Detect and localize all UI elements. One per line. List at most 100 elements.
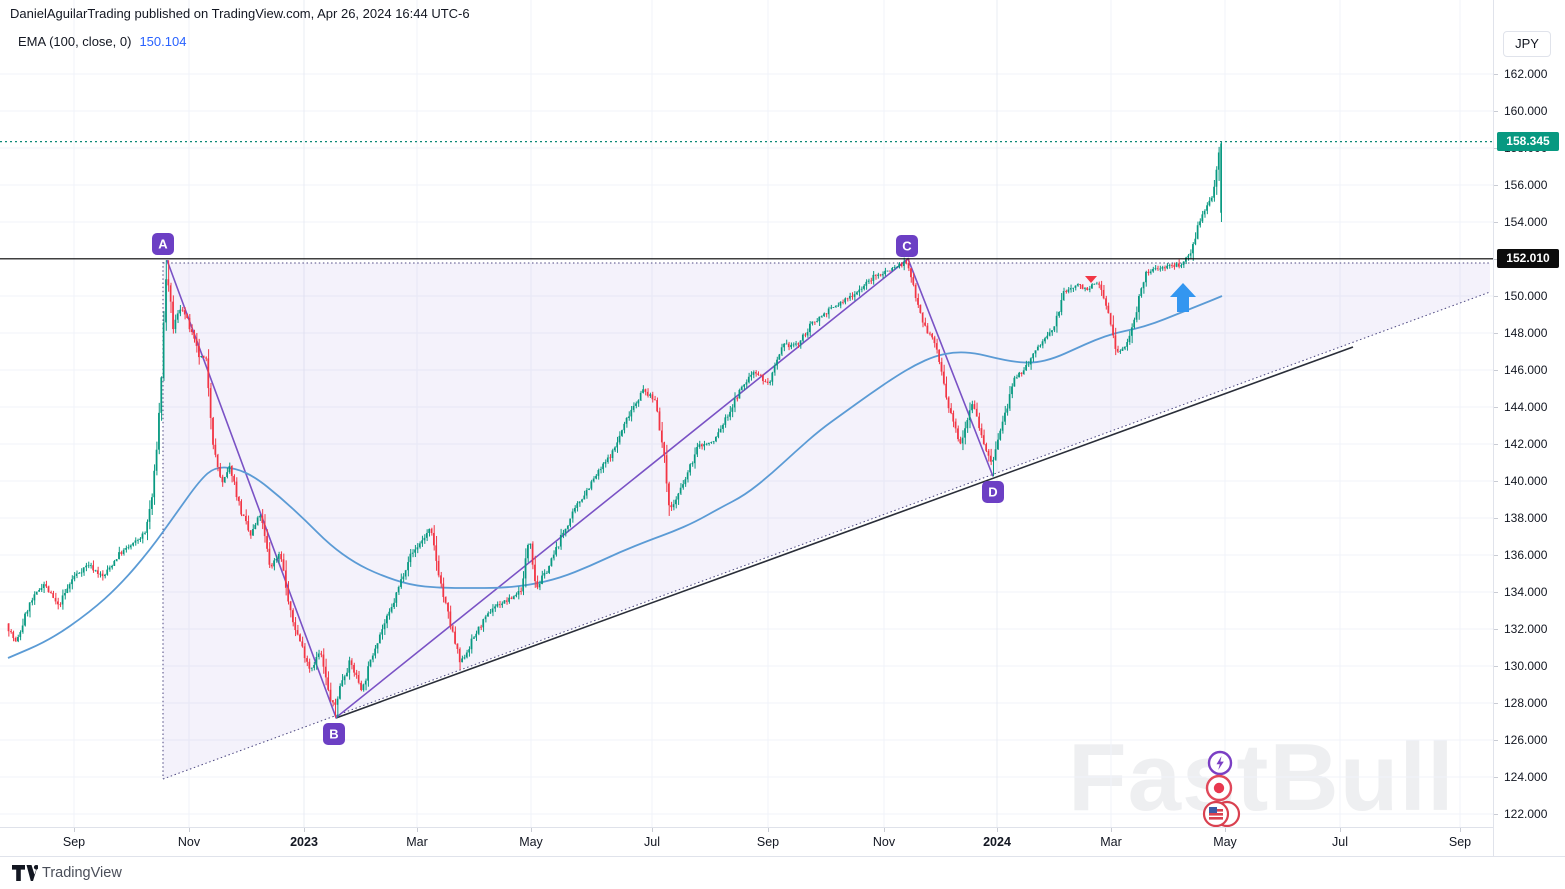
svg-text:C: C: [902, 239, 912, 254]
candlestick-layer: [7, 141, 1222, 718]
time-tick-mark: [531, 828, 532, 832]
time-tick-mark: [417, 828, 418, 832]
price-tick-label: 148.000: [1504, 326, 1548, 340]
time-tick-label: Nov: [177, 835, 201, 849]
time-tick-mark: [768, 828, 769, 832]
price-tick-label: 126.000: [1504, 733, 1548, 747]
time-axis[interactable]: Sep Nov 2023 Mar May Jul Sep Nov 2024 Mar May Jul Se…: [0, 827, 1493, 857]
time-tick-label: Mar: [406, 835, 428, 849]
up-arrow-marker[interactable]: [1170, 283, 1196, 312]
svg-text:D: D: [988, 485, 997, 500]
price-tick-mark: [1494, 814, 1498, 815]
time-tick-mark: [884, 828, 885, 832]
tradingview-logo-icon[interactable]: [12, 865, 38, 882]
price-tick-mark: [1494, 148, 1498, 149]
published-byline: DanielAguilarTrading published on Tradin…: [10, 6, 470, 21]
icon-stack-graphics: [1202, 750, 1241, 828]
resistance-price-badge: 152.010: [1497, 249, 1559, 269]
price-tick-mark: [1494, 703, 1498, 704]
price-tick-mark: [1494, 444, 1498, 445]
price-tick-label: 160.000: [1504, 104, 1548, 118]
price-tick-label: 146.000: [1504, 363, 1548, 377]
price-tick-label: 132.000: [1504, 622, 1548, 636]
price-tick-label: 128.000: [1504, 696, 1548, 710]
tradingview-brand-link[interactable]: TradingView: [42, 865, 122, 881]
price-tick-mark: [1494, 777, 1498, 778]
indicator-value: 150.104: [139, 34, 187, 49]
record-dot-icon[interactable]: [1205, 774, 1233, 802]
lightning-icon[interactable]: [1207, 750, 1233, 776]
time-tick-mark: [1340, 828, 1341, 832]
price-tick-label: 130.000: [1504, 659, 1548, 673]
price-tick-label: 140.000: [1504, 474, 1548, 488]
time-tick-mark: [997, 828, 998, 832]
svg-text:B: B: [329, 727, 338, 742]
price-tick-label: 142.000: [1504, 437, 1548, 451]
pattern-dotted-line: [162, 291, 1491, 780]
price-tick-mark: [1494, 518, 1498, 519]
price-tick-label: 134.000: [1504, 585, 1548, 599]
price-tick-mark: [1494, 111, 1498, 112]
price-tick-label: 138.000: [1504, 511, 1548, 525]
price-tick-label: 122.000: [1504, 807, 1548, 821]
sell-triangle-marker[interactable]: [1085, 276, 1097, 283]
price-tick-mark: [1494, 370, 1498, 371]
price-tick-mark: [1494, 74, 1498, 75]
pattern-point-label-C[interactable]: C: [896, 235, 918, 257]
time-tick-label: Sep: [756, 835, 780, 849]
time-tick-label: Sep: [1448, 835, 1472, 849]
time-tick-label: Jul: [1332, 835, 1348, 849]
current-price-badge: 158.345: [1497, 132, 1559, 152]
abcd-zigzag-line[interactable]: [166, 257, 994, 719]
time-tick-label: Sep: [62, 835, 86, 849]
chart-canvas[interactable]: A B C D: [0, 0, 1493, 827]
grid-layer: [0, 0, 1493, 827]
price-tick-label: 154.000: [1504, 215, 1548, 229]
time-tick-label: Jul: [644, 835, 660, 849]
price-tick-mark: [1494, 555, 1498, 556]
price-tick-mark: [1494, 296, 1498, 297]
broker-icon-stack[interactable]: [1202, 749, 1246, 838]
pattern-point-label-A[interactable]: A: [152, 233, 174, 255]
time-tick-mark: [1460, 828, 1461, 832]
ascending-trendline[interactable]: [335, 346, 1354, 719]
price-tick-mark: [1494, 666, 1498, 667]
time-tick-label: Nov: [872, 835, 896, 849]
price-tick-label: 156.000: [1504, 178, 1548, 192]
time-tick-label: 2023: [290, 835, 318, 849]
price-tick-mark: [1494, 407, 1498, 408]
time-tick-label: May: [519, 835, 543, 849]
price-axis[interactable]: JPY 162.000160.000158.000156.000154.0001…: [1493, 0, 1565, 856]
price-tick-label: 162.000: [1504, 67, 1548, 81]
price-tick-mark: [1494, 481, 1498, 482]
time-tick-mark: [1225, 828, 1226, 832]
flag-coins-icon[interactable]: [1202, 800, 1241, 828]
triangle-pattern-shade: [163, 263, 1490, 779]
pattern-point-label-B[interactable]: B: [323, 723, 345, 745]
time-tick-label: 2024: [983, 835, 1011, 849]
svg-text:A: A: [158, 237, 168, 252]
indicator-label: EMA (100, close, 0): [18, 34, 132, 49]
price-tick-mark: [1494, 740, 1498, 741]
price-tick-label: 144.000: [1504, 400, 1548, 414]
time-tick-label: May: [1213, 835, 1237, 849]
price-tick-mark: [1494, 259, 1498, 260]
pattern-point-label-D[interactable]: D: [982, 481, 1004, 503]
price-tick-mark: [1494, 592, 1498, 593]
price-tick-mark: [1494, 222, 1498, 223]
price-tick-label: 124.000: [1504, 770, 1548, 784]
indicator-legend[interactable]: EMA (100, close, 0) 150.104: [18, 34, 186, 49]
price-tick-label: 150.000: [1504, 289, 1548, 303]
currency-button[interactable]: JPY: [1503, 31, 1551, 57]
footer-bar: TradingView: [0, 856, 1565, 889]
time-tick-mark: [74, 828, 75, 832]
time-tick-label: Mar: [1100, 835, 1122, 849]
price-tick-mark: [1494, 629, 1498, 630]
price-tick-mark: [1494, 185, 1498, 186]
price-tick-label: 136.000: [1504, 548, 1548, 562]
time-tick-mark: [189, 828, 190, 832]
time-tick-mark: [1111, 828, 1112, 832]
time-tick-mark: [304, 828, 305, 832]
time-tick-mark: [652, 828, 653, 832]
